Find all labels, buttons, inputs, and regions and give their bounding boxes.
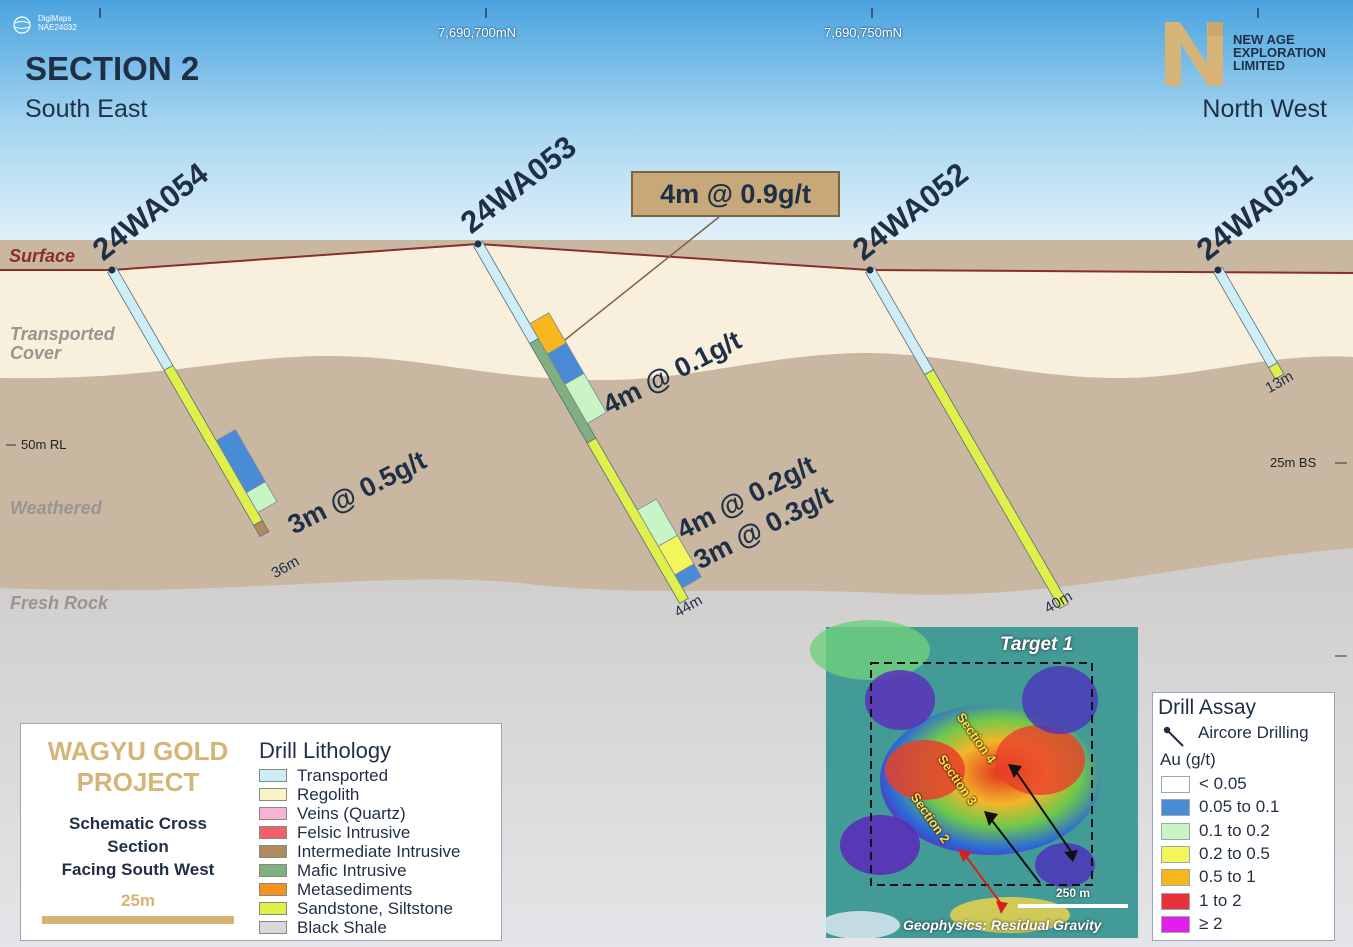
legend-swatch [259,864,287,877]
assay-segment [674,563,702,589]
assay-legend-list: < 0.05 0.05 to 0.1 0.1 to 0.2 0.2 to 0.5 0.5… [1153,773,1333,938]
assay-segment [564,372,607,424]
legend-label: 0.1 to 0.2 [1199,820,1270,840]
lithology-segment [253,519,270,538]
legend-label: Felsic Intrusive [297,823,411,842]
legend-swatch [1161,799,1190,817]
legend-label: Sandstone, Siltstone [297,899,453,918]
assay-legend-panel: Drill Assay Aircore Drilling Au (g/t) < … [1152,692,1335,941]
legend-label: Intermediate Intrusive [297,842,461,861]
drill-hole-24WA052 [865,266,1069,610]
sky [0,0,1353,280]
transported-cover-label: Transported Cover [10,325,115,363]
legend-swatch [259,883,287,896]
aircore-drill-icon [1163,726,1184,747]
legend-swatch [259,921,287,934]
legend-label: 1 to 2 [1199,890,1242,910]
legend-label: ≥ 2 [1199,913,1223,933]
lithology-legend-list: Transported Regolith Veins (Quartz) Felsic … [259,766,499,937]
assay-segment [245,481,278,514]
rl-scale-label: 50m RL [21,437,67,452]
highlight-callout: 4m @ 0.9g/t [631,171,840,217]
legend-swatch [259,788,287,801]
layer-label-line: Transported [10,324,115,344]
northing-label: 7,690,700mN [438,25,517,40]
legend-swatch [259,807,287,820]
scale-bar-label: 25m [120,891,156,910]
drill-holes [107,240,1285,610]
assay-legend-title: Drill Assay [1158,696,1257,719]
layer-label-line: Cover [10,343,62,363]
project-description-line: Section [107,837,169,856]
left-direction: South East [25,95,148,123]
collar-marker [866,266,874,274]
aircore-label: Aircore Drilling [1198,723,1309,742]
northing-label: 7,690,750mN [824,25,903,40]
project-description-line: Facing South West [61,860,215,879]
digimaps-line: NAE24032 [38,23,77,32]
collar-marker [1214,266,1222,274]
callout-leader [555,216,720,348]
legend-swatch [1161,822,1190,840]
inset-map [810,620,1138,939]
project-name-line: WAGYU GOLD [47,736,229,766]
globe-icon-lines [14,21,30,29]
scale-bar [42,916,234,924]
fresh-rock-label: Fresh Rock [10,593,109,613]
legend-swatch [1161,776,1190,793]
inset-caption: Geophysics: Residual Gravity [903,917,1102,933]
section-title: SECTION 2 [25,50,200,87]
project-block: WAGYU GOLD PROJECT Schematic Cross Secti… [27,736,249,924]
legend-label: 0.5 to 1 [1199,867,1256,887]
right-direction: North West [1202,95,1327,123]
legend-label: Transported [297,766,389,785]
digimaps-label: DigiMaps NAE24032 [38,14,77,32]
lithology-segment [1268,362,1285,380]
legend-swatch [259,902,287,915]
legend-swatch [259,845,287,858]
project-description-line: Schematic Cross [69,814,207,833]
legend-swatch [1161,845,1190,863]
legend-swatch [259,769,287,782]
legend-swatch [1161,915,1190,933]
legend-label: Mafic Intrusive [297,861,407,880]
company-name: NEW AGE EXPLORATION LIMITED [1233,32,1326,73]
transported-cover-zone [0,244,1353,381]
company-logo-icon [1165,22,1223,86]
legend-label: 0.2 to 0.5 [1199,843,1270,863]
drill-hole-24WA054 [107,266,278,538]
lithology-segment [924,369,1069,610]
drill-hole-24WA051 [1213,266,1285,380]
drill-hole-24WA053 [473,240,702,604]
inset-scale-label: 250 m [1056,886,1091,900]
inset-title: Target 1 [1000,634,1074,655]
surface-label: Surface [9,246,76,266]
weathered-label: Weathered [10,498,102,518]
legend-label: Regolith [297,785,360,804]
legend-panel: WAGYU GOLD PROJECT Schematic Cross Secti… [20,723,502,941]
assay-unit-label: Au (g/t) [1160,750,1216,769]
legend-swatch [1161,869,1190,887]
bs-scale-label: 25m BS [1270,455,1317,470]
legend-label: 0.05 to 0.1 [1199,797,1280,817]
legend-swatch [259,826,287,839]
lithology-legend-title: Drill Lithology [259,738,392,763]
digimaps-line: DigiMaps [38,14,72,23]
legend-label: Metasediments [297,880,413,899]
legend-label: Veins (Quartz) [297,804,406,823]
legend-swatch [1161,892,1190,910]
collar-marker [108,266,116,274]
collar-marker [474,240,482,248]
legend-label: Black Shale [297,918,387,937]
legend-label: < 0.05 [1199,774,1247,793]
project-name-line: PROJECT [76,767,200,797]
globe-icon [13,16,31,34]
